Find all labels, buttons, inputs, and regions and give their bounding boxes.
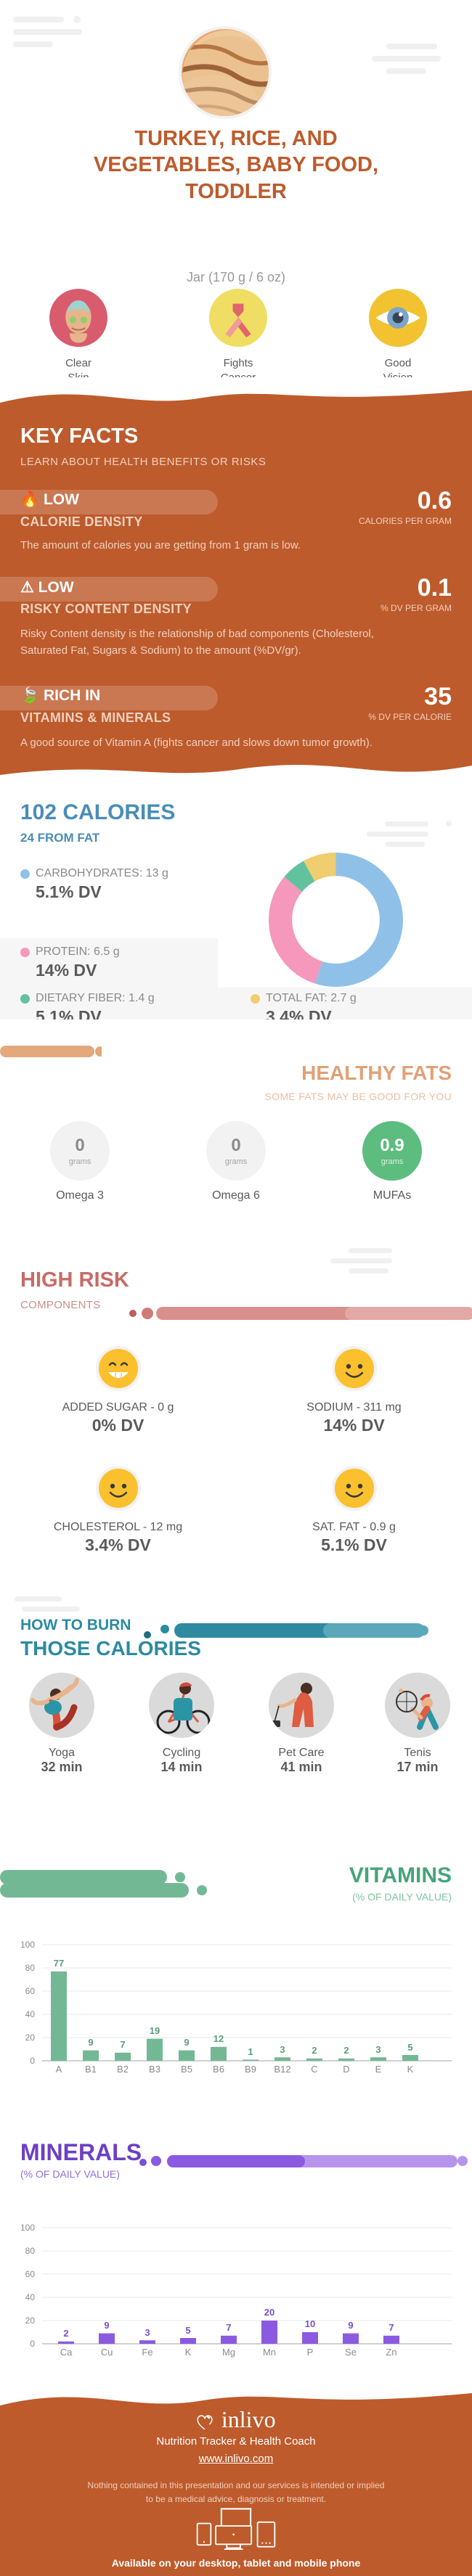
svg-text:19: 19 <box>150 2025 160 2036</box>
svg-text:0: 0 <box>30 2056 35 2066</box>
svg-text:80: 80 <box>25 2246 36 2256</box>
svg-text:3: 3 <box>280 2044 285 2055</box>
svg-text:A: A <box>56 2064 62 2075</box>
svg-text:P: P <box>307 2347 314 2358</box>
svg-text:Cu: Cu <box>101 2347 113 2358</box>
svg-text:K: K <box>407 2064 414 2075</box>
svg-text:2: 2 <box>312 2045 317 2056</box>
svg-text:20: 20 <box>264 2307 274 2318</box>
svg-text:2: 2 <box>343 2045 349 2056</box>
svg-text:20: 20 <box>25 2033 36 2043</box>
svg-text:1: 1 <box>248 2046 253 2057</box>
svg-text:D: D <box>343 2064 349 2075</box>
svg-text:B12: B12 <box>274 2064 290 2075</box>
svg-text:Mg: Mg <box>222 2347 235 2358</box>
svg-text:9: 9 <box>104 2320 109 2331</box>
svg-text:40: 40 <box>25 2292 36 2302</box>
svg-text:Ca: Ca <box>60 2347 73 2358</box>
svg-text:B6: B6 <box>213 2064 224 2075</box>
svg-text:E: E <box>375 2064 382 2075</box>
svg-text:40: 40 <box>25 2009 36 2019</box>
svg-text:Zn: Zn <box>386 2347 396 2358</box>
svg-text:B3: B3 <box>149 2064 160 2075</box>
svg-text:60: 60 <box>25 1986 36 1996</box>
svg-text:9: 9 <box>348 2320 353 2331</box>
svg-text:20: 20 <box>25 2315 36 2326</box>
svg-text:10: 10 <box>305 2318 315 2329</box>
svg-text:C: C <box>311 2064 317 2075</box>
svg-text:7: 7 <box>120 2039 125 2050</box>
svg-text:B1: B1 <box>85 2064 97 2075</box>
svg-text:Fe: Fe <box>142 2347 152 2358</box>
svg-text:Se: Se <box>345 2347 357 2358</box>
svg-text:7: 7 <box>226 2322 231 2333</box>
svg-text:5: 5 <box>407 2042 412 2053</box>
svg-text:3: 3 <box>145 2327 150 2338</box>
svg-text:3: 3 <box>375 2044 381 2055</box>
svg-text:B9: B9 <box>245 2064 256 2075</box>
svg-text:B5: B5 <box>181 2064 192 2075</box>
svg-text:60: 60 <box>25 2269 36 2279</box>
svg-text:100: 100 <box>20 2223 35 2233</box>
svg-text:9: 9 <box>184 2037 189 2048</box>
svg-text:2: 2 <box>63 2328 68 2339</box>
svg-text:B2: B2 <box>117 2064 129 2075</box>
svg-text:9: 9 <box>88 2037 93 2048</box>
svg-text:100: 100 <box>20 1940 35 1950</box>
svg-text:12: 12 <box>213 2033 224 2044</box>
svg-text:80: 80 <box>25 1963 36 1973</box>
svg-text:Mn: Mn <box>263 2347 276 2358</box>
svg-text:K: K <box>185 2347 192 2358</box>
svg-text:0: 0 <box>30 2339 35 2349</box>
svg-text:7: 7 <box>388 2322 394 2333</box>
svg-text:77: 77 <box>54 1958 64 1969</box>
svg-text:5: 5 <box>185 2325 190 2336</box>
